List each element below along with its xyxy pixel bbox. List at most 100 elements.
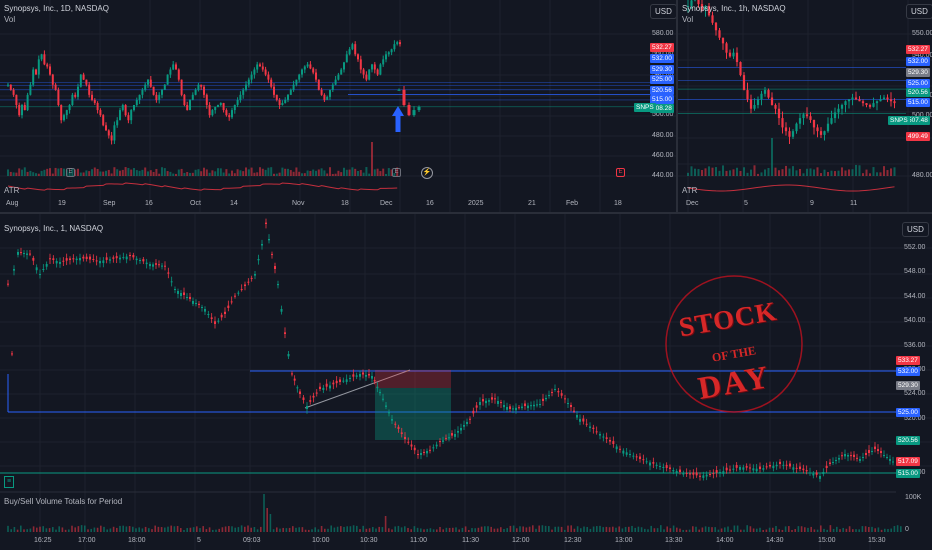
session-break-flag-icon[interactable]: ≡: [4, 476, 14, 488]
dividend-lightning-icon[interactable]: ⚡: [421, 167, 433, 179]
intraday-candle: [769, 461, 771, 469]
intraday-volume-bar: [304, 529, 307, 532]
intraday-candle: [265, 218, 267, 229]
intraday-candle: [844, 449, 846, 460]
trendline[interactable]: [304, 369, 411, 409]
hourly-price-tag-6: 507.48: [906, 116, 930, 125]
daily-candle: [149, 76, 152, 88]
intraday-candle: [7, 279, 9, 287]
daily-candle: [275, 94, 278, 102]
hourly-volume-bar: [844, 170, 847, 176]
intraday-candle: [762, 464, 765, 472]
intraday-candle: [779, 459, 781, 469]
intraday-candle: [692, 469, 695, 479]
daily-candle: [18, 102, 21, 117]
daily-earnings-flag-2[interactable]: E: [392, 168, 401, 177]
daily-volume-bar: [43, 169, 46, 176]
intraday-candle: [315, 389, 318, 397]
daily-time-label-10: 2025: [468, 200, 484, 207]
intraday-volume-bar: [464, 526, 467, 532]
intraday-volume-bar: [71, 525, 73, 532]
hourly-chart-pane[interactable]: Synopsys, Inc., 1h, NASDAQ Vol ATR USD 5…: [678, 0, 932, 212]
daily-candle: [399, 39, 401, 47]
intraday-candle: [240, 284, 243, 292]
intraday-volume-bar: [896, 525, 899, 532]
intraday-volume-bar: [250, 527, 252, 532]
intraday-currency-button[interactable]: USD: [902, 222, 929, 237]
intraday-chart-pane[interactable]: Synopsys, Inc., 1, NASDAQ Buy/Sell Volum…: [0, 214, 932, 550]
intraday-volume-bar: [381, 527, 384, 532]
intraday-volume-bar: [231, 526, 233, 532]
intraday-candle: [466, 418, 468, 427]
daily-volume-bar: [281, 167, 284, 176]
daily-volume-bar: [351, 167, 354, 176]
intraday-volume-bar: [784, 526, 787, 532]
intraday-candle: [302, 394, 305, 404]
hourly-candle: [809, 112, 812, 123]
hourly-volume-bar: [816, 167, 819, 176]
daily-volume-bar: [295, 167, 298, 176]
intraday-volume-bar: [292, 526, 294, 532]
intraday-candle: [359, 370, 361, 381]
daily-volume-bar: [121, 169, 124, 176]
intraday-time-label-4: 09:03: [243, 537, 261, 544]
intraday-candle: [463, 420, 465, 431]
intraday-candle: [589, 422, 591, 432]
daily-volume-bar: [135, 170, 138, 176]
hourly-currency-button[interactable]: USD: [906, 4, 932, 19]
intraday-price-label-3: 540.00: [904, 317, 926, 324]
daily-earnings-flag-1[interactable]: E: [66, 168, 75, 177]
daily-volume-bar: [35, 173, 37, 176]
daily-currency-button[interactable]: USD: [650, 4, 676, 19]
hourly-volume-bar: [876, 172, 878, 176]
daily-chart-pane[interactable]: Synopsys, Inc., 1D, NASDAQ Vol ATR USD 5…: [0, 0, 676, 212]
intraday-candle: [192, 297, 194, 307]
daily-candle: [228, 112, 231, 121]
intraday-candle: [95, 255, 98, 266]
daily-volume-bar: [264, 169, 267, 176]
intraday-volume-bar: [884, 528, 886, 532]
intraday-candle: [109, 256, 111, 264]
daily-candle: [180, 79, 183, 97]
intraday-candle: [102, 257, 105, 268]
intraday-candle: [417, 449, 419, 459]
intraday-candle: [379, 389, 381, 396]
daily-earnings-flag-3[interactable]: E: [616, 168, 625, 177]
intraday-volume-bar: [276, 527, 278, 532]
hourly-volume-bar: [890, 168, 892, 176]
hourly-volume-bar: [708, 166, 710, 176]
daily-candle: [354, 41, 357, 57]
intraday-candle: [856, 453, 858, 462]
intraday-candle: [335, 376, 338, 388]
hourly-candle: [690, 0, 693, 9]
intraday-volume-bar: [352, 525, 355, 532]
intraday-volume-bar: [416, 527, 419, 532]
daily-candle: [208, 102, 211, 118]
intraday-candle: [39, 269, 41, 279]
pane-divider-horizontal[interactable]: [0, 212, 932, 214]
pane-divider-vertical[interactable]: [676, 0, 678, 212]
hourly-time-label-3: 11: [850, 200, 858, 207]
intraday-candle: [759, 462, 761, 473]
daily-candle: [169, 67, 172, 78]
daily-candle: [191, 92, 194, 101]
hourly-price-label-1: 540.00: [912, 52, 932, 59]
daily-candle: [102, 114, 105, 127]
intraday-volume-bar: [484, 526, 486, 532]
hourly-price-tag-0: 532.27: [906, 45, 930, 54]
intraday-volume-bar: [487, 526, 489, 532]
intraday-volume-bar: [452, 527, 454, 532]
intraday-volume-bar: [423, 529, 425, 532]
intraday-volume-bar: [132, 526, 134, 532]
intraday-candle: [545, 394, 547, 402]
hourly-candle: [735, 47, 739, 67]
short-position-target-zone[interactable]: [375, 388, 451, 440]
intraday-candle: [705, 471, 708, 481]
intraday-volume-bar: [532, 525, 534, 532]
daily-candle: [82, 72, 85, 81]
intraday-volume-bar: [580, 528, 582, 532]
intraday-candle: [551, 388, 553, 397]
short-position-stop-zone[interactable]: [375, 370, 451, 388]
intraday-volume-bar: [320, 525, 323, 532]
daily-volume-bar: [348, 169, 351, 176]
